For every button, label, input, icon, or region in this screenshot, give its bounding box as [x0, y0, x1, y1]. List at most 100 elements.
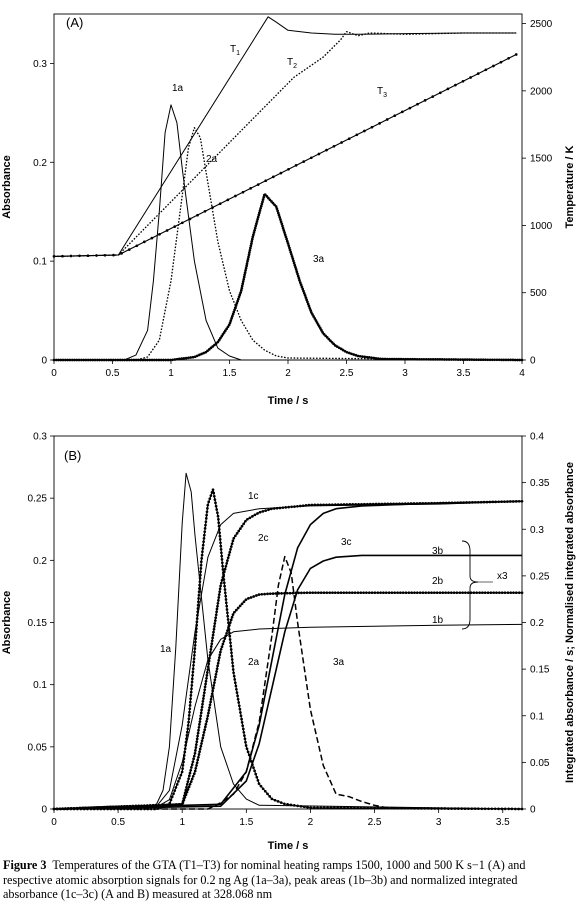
data-point-2b — [415, 591, 419, 595]
data-point-3a — [107, 358, 111, 362]
data-point-2b — [189, 780, 193, 783]
data-point-3a — [350, 352, 353, 356]
data-point-2b — [209, 697, 213, 701]
data-point-3a — [219, 336, 222, 340]
data-point-2a — [187, 717, 191, 721]
data-point-2b — [382, 591, 385, 595]
data-point-2a — [188, 707, 192, 711]
data-point-2b — [205, 717, 209, 721]
data-point-2c — [218, 590, 222, 594]
data-point-3a — [227, 323, 231, 327]
data-point-T3 — [454, 83, 457, 87]
data-point-2c — [188, 771, 192, 775]
data-point-2a — [346, 806, 350, 810]
data-point-2c — [261, 510, 265, 513]
data-point-2b — [207, 709, 211, 712]
data-point-2c — [230, 542, 234, 546]
data-point-2c — [219, 584, 222, 588]
data-point-2b — [413, 591, 416, 595]
data-point-2a — [276, 800, 280, 803]
data-point-3a — [479, 358, 483, 362]
data-point-3a — [246, 257, 250, 261]
y-right-tick-label: 0.25 — [530, 571, 550, 582]
data-point-2b — [404, 591, 408, 595]
y-right-tick-label: 0.15 — [530, 665, 550, 676]
data-point-3a — [178, 357, 181, 361]
data-point-2b — [512, 591, 515, 595]
data-point-2b — [503, 591, 507, 595]
data-point-2b — [285, 591, 289, 595]
data-point-2a — [235, 687, 238, 691]
data-point-3a — [189, 356, 193, 359]
data-point-2b — [195, 764, 198, 767]
data-point-2b — [410, 591, 414, 595]
data-point-3a — [447, 358, 451, 361]
data-point-2a — [203, 527, 207, 530]
data-point-2b — [217, 656, 221, 659]
data-point-2a — [199, 570, 202, 574]
data-point-2c — [214, 613, 218, 617]
data-point-3a — [98, 358, 101, 362]
data-point-2b — [187, 785, 191, 789]
data-point-3a — [146, 358, 149, 362]
data-point-3a — [433, 358, 437, 361]
data-point-3a — [345, 350, 349, 354]
data-point-3a — [231, 312, 235, 316]
data-point-2a — [237, 701, 241, 704]
data-point-3a — [306, 302, 310, 306]
data-point-2a — [232, 674, 236, 678]
series-1a — [54, 472, 523, 810]
data-point-T3 — [112, 253, 115, 257]
data-point-2a — [221, 564, 224, 568]
data-point-3a — [73, 358, 76, 362]
data-point-2b — [214, 672, 218, 676]
data-point-3a — [57, 358, 60, 362]
data-point-2a — [194, 640, 197, 644]
data-point-2a — [194, 637, 198, 640]
data-point-3a — [486, 358, 490, 362]
data-point-3a — [390, 357, 394, 361]
data-point-2c — [316, 503, 320, 507]
data-point-3a — [191, 355, 195, 359]
data-point-3a — [245, 264, 248, 268]
x-tick-label: 3.5 — [457, 368, 471, 379]
data-point-3a — [470, 358, 474, 361]
data-point-3a — [216, 340, 220, 344]
annotation-3c: 3c — [341, 537, 352, 548]
data-point-2a — [207, 500, 211, 504]
data-point-2b — [238, 604, 242, 608]
data-point-2b — [194, 766, 198, 770]
data-point-2b — [333, 591, 337, 595]
data-point-2a — [296, 804, 299, 808]
data-point-3a — [452, 358, 455, 361]
y-left-tick-label: 0.1 — [33, 257, 47, 268]
data-point-2b — [336, 591, 340, 595]
data-point-2c — [210, 639, 214, 643]
data-point-2c — [319, 503, 323, 507]
data-point-3a — [445, 358, 449, 361]
data-point-T3 — [416, 102, 419, 106]
data-point-3a — [274, 205, 278, 208]
data-point-3a — [303, 294, 307, 297]
data-point-3a — [298, 279, 301, 282]
data-point-2b — [353, 591, 357, 595]
data-point-2b — [271, 592, 275, 595]
y-right-tick-label: 0 — [530, 805, 536, 816]
data-point-2a — [268, 795, 272, 798]
data-point-2a — [332, 806, 336, 810]
data-point-2a — [233, 681, 237, 685]
data-point-2a — [198, 587, 201, 590]
data-point-2a — [226, 618, 230, 621]
data-point-2a — [199, 567, 203, 570]
annotation-3a: 3a — [313, 254, 325, 265]
y-left-tick-label: 0.1 — [33, 680, 47, 691]
data-point-3a — [347, 351, 351, 355]
data-point-3a — [475, 358, 478, 362]
data-point-2b — [492, 591, 496, 595]
data-point-2b — [314, 591, 317, 595]
data-point-2c — [208, 656, 211, 660]
data-point-2b — [418, 591, 422, 595]
data-point-2c — [296, 504, 299, 508]
data-point-2a — [221, 568, 225, 571]
data-point-2a — [244, 740, 247, 744]
